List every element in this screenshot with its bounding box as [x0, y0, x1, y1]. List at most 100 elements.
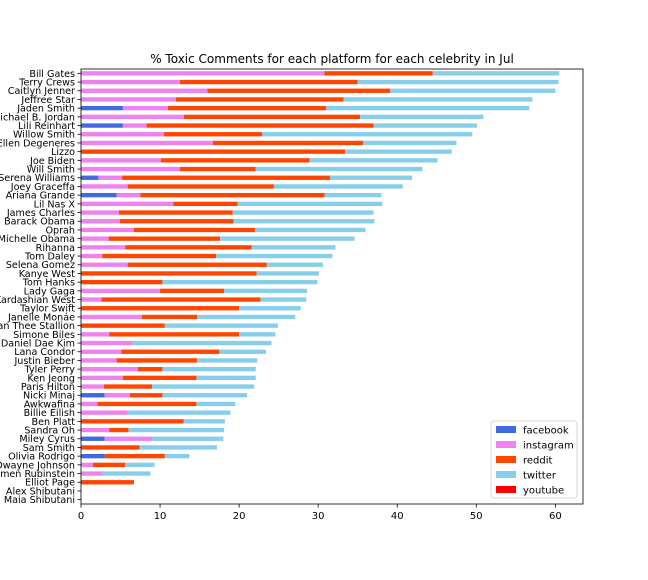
bar-reddit	[179, 166, 256, 172]
y-tick-label: Joey Graceffa	[10, 182, 75, 193]
bar-twitter	[183, 419, 225, 424]
bar-twitter	[357, 79, 559, 85]
x-tick-label: 30	[312, 511, 325, 522]
bar-instagram	[81, 401, 98, 407]
y-tick-label: Dwayne Johnson	[0, 460, 75, 471]
bar-twitter	[216, 253, 333, 259]
bar-instagram	[81, 375, 123, 381]
bar-twitter	[162, 393, 248, 398]
bar-instagram	[81, 227, 134, 233]
legend-swatch-reddit	[496, 456, 516, 463]
bar-reddit	[81, 480, 134, 485]
bar-twitter	[343, 97, 533, 102]
bar-reddit	[141, 314, 198, 320]
y-tick-label: Olivia Rodrigo	[8, 452, 75, 463]
bar-twitter	[162, 366, 256, 372]
bar-instagram	[81, 88, 208, 93]
y-tick-label: Willow Smith	[13, 130, 75, 141]
bar-twitter	[196, 375, 256, 381]
bar-reddit	[109, 332, 240, 337]
bar-reddit	[122, 175, 331, 180]
y-tick-label: Rihanna	[36, 243, 75, 254]
bar-twitter	[139, 445, 217, 450]
y-tick-label: Sam Smith	[23, 443, 75, 454]
bar-instagram	[81, 79, 180, 85]
y-tick-label: Oprah	[45, 225, 75, 236]
bar-twitter	[196, 401, 236, 407]
bar-reddit	[81, 445, 140, 450]
y-tick-label: James Charles	[6, 208, 75, 219]
bar-instagram	[98, 175, 123, 180]
bar-reddit	[213, 140, 364, 146]
y-tick-label: Maia Shibutani	[4, 495, 75, 506]
bar-twitter	[164, 453, 190, 459]
legend: facebook instagram reddit twitter youtube	[490, 420, 578, 499]
bar-twitter	[251, 245, 336, 250]
bar-twitter	[152, 384, 255, 389]
y-tick-label: Sandra Oh	[24, 425, 75, 436]
y-tick-label: Lil Nas X	[34, 199, 76, 210]
legend-label-facebook: facebook	[523, 426, 569, 437]
bar-instagram	[81, 71, 325, 76]
bar-instagram	[81, 349, 122, 354]
y-tick-label: Selena Gomez	[6, 260, 75, 271]
x-tick-label: 40	[391, 511, 404, 522]
bar-reddit	[207, 88, 391, 93]
y-tick-label: Ken Jeong	[27, 373, 75, 384]
y-tick-label: Lana Condor	[14, 347, 75, 358]
legend-swatch-twitter	[496, 471, 516, 478]
legend-swatch-youtube	[496, 486, 516, 493]
bar-twitter	[262, 132, 473, 137]
bar-reddit	[81, 306, 240, 311]
bar-twitter	[219, 349, 266, 354]
y-tick-label: Lady Gaga	[24, 286, 75, 297]
bar-instagram	[122, 123, 147, 128]
bar-reddit	[81, 279, 163, 285]
bar-twitter	[330, 175, 413, 180]
y-tick-label: Billie Eilish	[24, 408, 75, 419]
x-tick-label: 10	[154, 511, 167, 522]
bar-twitter	[125, 462, 155, 468]
bar-reddit	[81, 149, 346, 154]
bar-instagram	[81, 297, 102, 302]
bar-twitter	[256, 271, 319, 276]
bar-instagram	[81, 219, 120, 224]
bar-reddit	[104, 453, 165, 459]
bar-instagram	[81, 462, 93, 468]
x-tick-label: 60	[549, 511, 562, 522]
bar-instagram	[81, 97, 176, 102]
bar-reddit	[121, 349, 220, 354]
bar-reddit	[173, 201, 238, 207]
bar-reddit	[127, 262, 267, 267]
legend-label-instagram: instagram	[523, 441, 574, 452]
bar-twitter	[152, 436, 224, 441]
bar-reddit	[81, 323, 165, 328]
bar-reddit	[125, 245, 252, 250]
bar-twitter	[255, 166, 423, 172]
y-tick-label: Michael B. Jordan	[0, 112, 75, 123]
y-tick-label: Janelle Monáe	[7, 311, 75, 323]
bar-instagram	[81, 245, 126, 250]
bar-twitter	[127, 410, 231, 415]
bar-instagram	[81, 140, 214, 146]
bar-twitter	[197, 358, 258, 363]
bar-instagram	[81, 340, 133, 346]
bar-twitter	[128, 427, 225, 433]
bar-facebook	[81, 192, 117, 198]
bar-twitter	[363, 140, 457, 146]
bar-reddit	[133, 227, 255, 233]
bar-twitter	[345, 149, 452, 154]
bar-instagram	[81, 410, 128, 415]
plot-frame	[80, 68, 584, 505]
bar-reddit	[127, 184, 274, 189]
bar-facebook	[81, 393, 105, 398]
legend-swatch-instagram	[496, 441, 516, 448]
bar-facebook	[81, 123, 123, 128]
y-tick-label: Taylor Swift	[19, 304, 75, 315]
bar-reddit	[92, 462, 126, 468]
y-tick-label: Barack Obama	[4, 217, 75, 228]
bar-reddit	[81, 419, 184, 424]
y-tick-label: Joe Biden	[29, 156, 75, 167]
bar-twitter	[266, 262, 323, 267]
